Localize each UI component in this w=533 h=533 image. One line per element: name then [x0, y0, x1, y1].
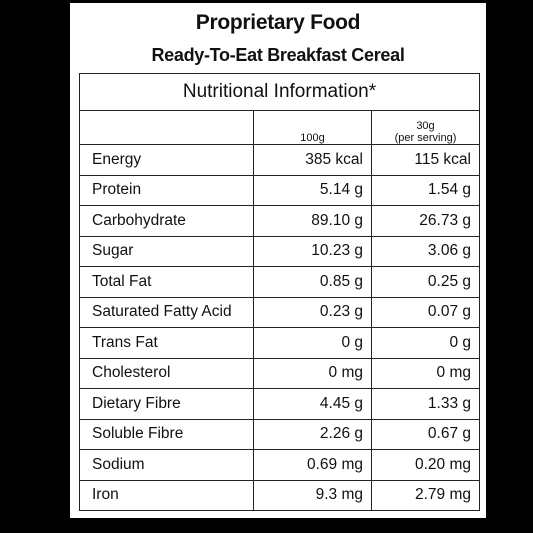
column-header-nutrient — [79, 110, 254, 145]
table-row: Total Fat 0.85 g 0.25 g — [79, 266, 480, 298]
value-per-serving: 3.06 g — [371, 235, 480, 267]
value-per100: 5.14 g — [253, 174, 372, 206]
value-per-serving: 26.73 g — [371, 205, 480, 237]
value-per-serving: 0.67 g — [371, 418, 480, 450]
table-row: Saturated Fatty Acid 0.23 g 0.07 g — [79, 296, 480, 328]
column-header-serving-note: (per serving) — [394, 132, 457, 144]
table-row: Protein 5.14 g 1.54 g — [79, 174, 480, 206]
value-per-serving: 1.33 g — [371, 388, 480, 420]
nutrient-name: Soluble Fibre — [79, 418, 254, 450]
nutrient-name: Energy — [79, 144, 254, 176]
nutrient-name: Total Fat — [79, 266, 254, 298]
nutrient-name: Sugar — [79, 235, 254, 267]
table-row: Cholesterol 0 mg 0 mg — [79, 357, 480, 389]
value-per100: 0 g — [253, 327, 372, 359]
nutrient-name: Saturated Fatty Acid — [79, 296, 254, 328]
nutrient-name: Iron — [79, 479, 254, 511]
value-per-serving: 0.20 mg — [371, 449, 480, 481]
table-row: Dietary Fibre 4.45 g 1.33 g — [79, 388, 480, 420]
value-per100: 10.23 g — [253, 235, 372, 267]
value-per100: 9.3 mg — [253, 479, 372, 511]
value-per-serving: 0 g — [371, 327, 480, 359]
column-header-per-serving: 30g (per serving) — [371, 110, 480, 145]
table-caption-row: Nutritional Information* — [79, 73, 480, 111]
nutrition-table: Nutritional Information* 100g 30g (per s… — [79, 73, 480, 511]
value-per-serving: 2.79 mg — [371, 479, 480, 511]
nutrient-name: Trans Fat — [79, 327, 254, 359]
value-per-serving: 1.54 g — [371, 174, 480, 206]
column-header-serving-size: 30g — [416, 120, 435, 132]
value-per100: 89.10 g — [253, 205, 372, 237]
table-row: Energy 385 kcal 115 kcal — [79, 144, 480, 176]
nutrient-name: Sodium — [79, 449, 254, 481]
product-subtitle: Ready-To-Eat Breakfast Cereal — [151, 45, 405, 65]
value-per-serving: 0 mg — [371, 357, 480, 389]
nutrient-name: Carbohydrate — [79, 205, 254, 237]
value-per-serving: 0.07 g — [371, 296, 480, 328]
value-per100: 4.45 g — [253, 388, 372, 420]
table-row: Iron 9.3 mg 2.79 mg — [79, 479, 480, 511]
nutrition-label: Proprietary Food Ready-To-Eat Breakfast … — [70, 3, 486, 518]
value-per100: 0.69 mg — [253, 449, 372, 481]
value-per100: 0.23 g — [253, 296, 372, 328]
product-title: Proprietary Food — [195, 11, 361, 34]
nutrient-name: Protein — [79, 174, 254, 206]
table-row: Carbohydrate 89.10 g 26.73 g — [79, 205, 480, 237]
table-row: Sugar 10.23 g 3.06 g — [79, 235, 480, 267]
nutrient-name: Dietary Fibre — [79, 388, 254, 420]
column-header-row: 100g 30g (per serving) — [79, 110, 480, 145]
value-per-serving: 115 kcal — [371, 144, 480, 176]
column-header-per100: 100g — [253, 110, 372, 145]
table-row: Sodium 0.69 mg 0.20 mg — [79, 449, 480, 481]
table-row: Soluble Fibre 2.26 g 0.67 g — [79, 418, 480, 450]
value-per100: 2.26 g — [253, 418, 372, 450]
nutrient-name: Cholesterol — [79, 357, 254, 389]
table-caption: Nutritional Information* — [79, 73, 480, 111]
value-per-serving: 0.25 g — [371, 266, 480, 298]
value-per100: 0 mg — [253, 357, 372, 389]
value-per100: 385 kcal — [253, 144, 372, 176]
value-per100: 0.85 g — [253, 266, 372, 298]
